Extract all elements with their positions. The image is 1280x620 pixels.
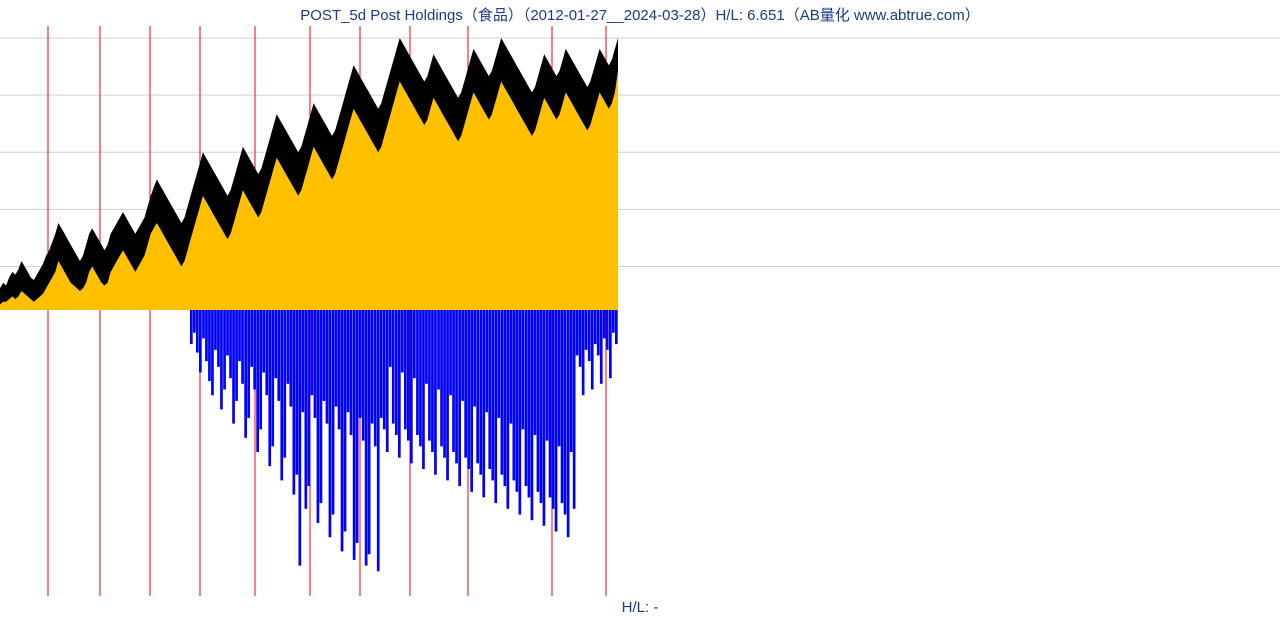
price-volume-chart [0, 26, 1280, 596]
chart-title: POST_5d Post Holdings（食品）（2012-01-27__20… [0, 4, 1280, 25]
chart-svg [0, 26, 1280, 596]
chart-footer: H/L: - [0, 599, 1280, 616]
